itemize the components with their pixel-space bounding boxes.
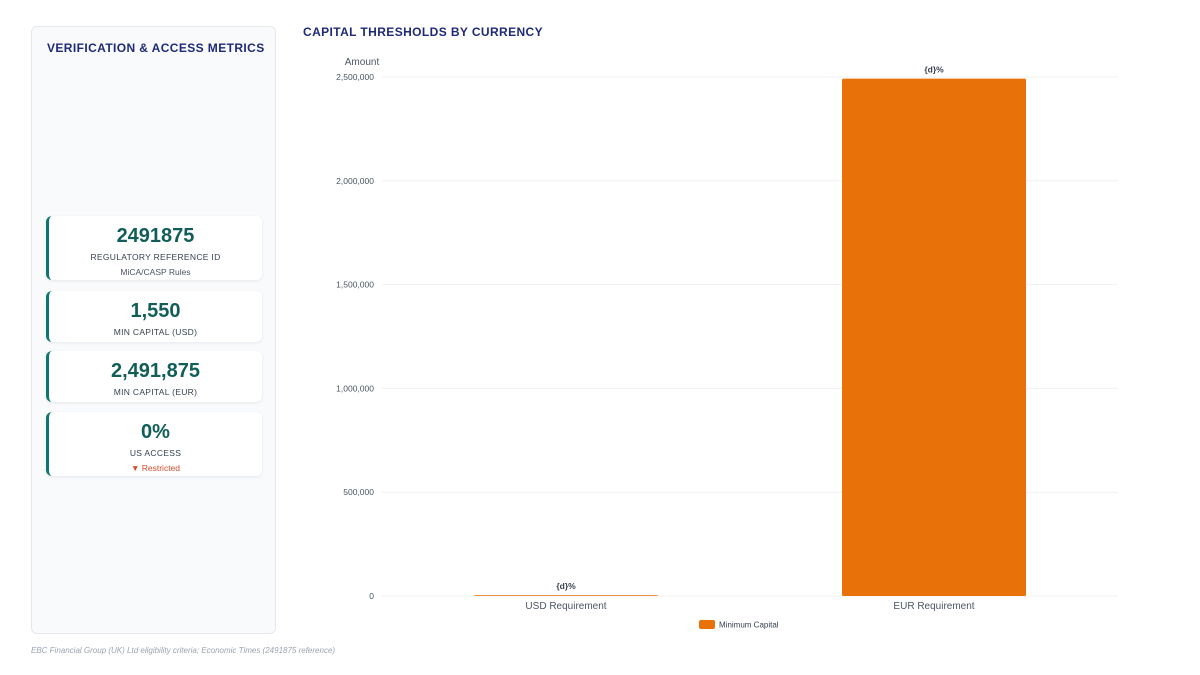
x-tick-label: EUR Requirement [893,601,974,612]
metric-value: 1,550 [130,300,181,322]
chart-title: CAPITAL THRESHOLDS BY CURRENCY [303,25,544,39]
metric-value: 0% [141,421,170,443]
metric-card-min-capital-eur: 2,491,875 MIN CAPITAL (EUR) [46,351,262,402]
source-note: EBC Financial Group (UK) Ltd eligibility… [31,646,336,655]
y-tick-label: 500,000 [343,487,374,497]
data-label: {d}% [924,65,944,75]
metric-card-us-access: 0% US ACCESS ▼ Restricted [46,412,262,476]
bar-eur [842,78,1026,596]
metrics-panel: VERIFICATION & ACCESS METRICS 2491875 RE… [31,26,276,634]
y-tick-label: 0 [369,591,374,601]
x-tick-label: USD Requirement [525,601,606,612]
metric-label: MIN CAPITAL (USD) [113,327,198,337]
metric-card-min-capital-usd: 1,550 MIN CAPITAL (USD) [46,291,262,342]
y-tick-label: 1,000,000 [336,383,374,393]
y-axis-title: Amount [345,57,380,68]
bar-chart: 0 500,000 1,000,000 1,500,000 2,000,000 2,500… [336,57,1118,630]
y-tick-label: 2,500,000 [336,72,374,82]
metric-subtext: MiCA/CASP Rules [120,267,191,277]
metric-value: 2491875 [116,225,195,247]
y-tick-label: 2,000,000 [336,176,374,186]
metric-value: 2,491,875 [111,360,200,382]
panel-title: VERIFICATION & ACCESS METRICS [47,41,265,55]
metric-card-reference-id: 2491875 REGULATORY REFERENCE ID MiCA/CAS… [46,216,262,280]
data-label: {d}% [556,581,576,591]
metric-label: MIN CAPITAL (EUR) [113,387,198,397]
metric-label: US ACCESS [129,448,182,458]
bar-usd [474,595,658,596]
status-restricted: ▼ Restricted [130,463,181,473]
y-tick-label: 1,500,000 [336,280,374,290]
legend-swatch [699,620,715,629]
legend-label: Minimum Capital [719,621,779,630]
metric-label: REGULATORY REFERENCE ID [90,252,221,262]
